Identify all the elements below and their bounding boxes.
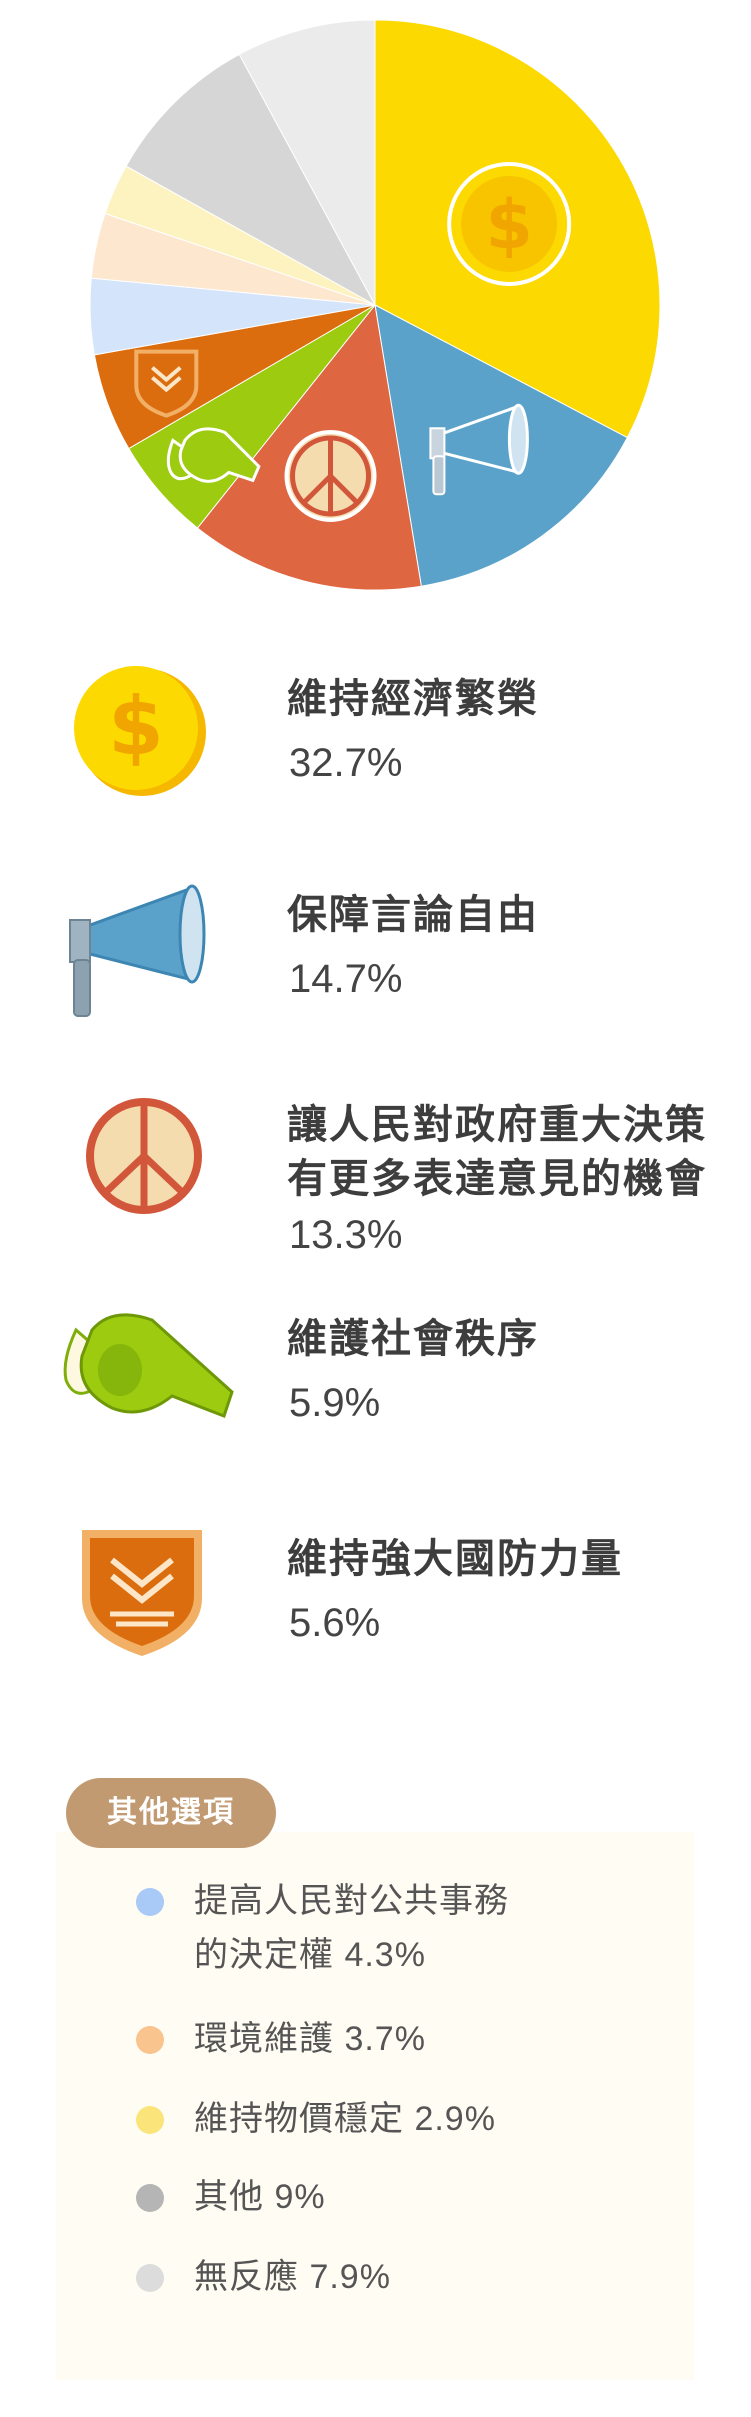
other-option-label: 其他 9% xyxy=(194,2178,326,2216)
whistle-icon xyxy=(166,427,261,483)
dollar-coin-icon: $ xyxy=(70,660,210,805)
other-option-label: 提高人民對公共事務 的決定權 4.3% xyxy=(194,1882,509,1974)
svg-text:$: $ xyxy=(485,186,532,265)
pie-slice-8 xyxy=(125,53,377,307)
legend-label: 保障言論自由 xyxy=(287,893,539,937)
peace-sign-icon xyxy=(84,1096,204,1221)
whistle-icon xyxy=(52,1300,242,1445)
military-badge-icon xyxy=(76,1520,208,1665)
legend-dot xyxy=(136,2026,164,2054)
megaphone-icon xyxy=(62,880,222,1035)
other-option-item: 提高人民對公共事務 的決定權 4.3% xyxy=(56,1874,694,1986)
other-option-label: 無反應 7.9% xyxy=(194,2258,391,2296)
other-option-item: 環境維護 3.7% xyxy=(56,2012,694,2068)
other-option-label: 維持物價穩定 2.9% xyxy=(194,2100,496,2138)
other-option-label: 環境維護 3.7% xyxy=(194,2020,426,2058)
legend-dot xyxy=(136,2264,164,2292)
dollar-coin-icon: $ xyxy=(447,161,572,286)
legend-label: 維持經濟繁榮 xyxy=(287,677,539,721)
peace-sign-icon xyxy=(284,430,377,523)
legend-dot xyxy=(136,2106,164,2134)
other-options-badge: 其他選項 xyxy=(66,1778,276,1848)
legend-percent: 13.3% xyxy=(289,1213,403,1257)
legend-item-defense: 維持強大國防力量 5.6% xyxy=(0,1520,751,1660)
other-option-item: 無反應 7.9% xyxy=(56,2250,694,2306)
legend-label: 維持強大國防力量 xyxy=(287,1537,623,1581)
legend-percent: 5.6% xyxy=(289,1601,381,1645)
military-badge-icon xyxy=(134,349,199,418)
legend-dot xyxy=(136,1888,164,1916)
legend-label: 維護社會秩序 xyxy=(287,1317,539,1361)
svg-text:$: $ xyxy=(108,680,164,773)
legend-dot xyxy=(136,2184,164,2212)
pie-chart: $ xyxy=(0,0,751,610)
legend-item-public-voice: 讓人民對政府重大決策 有更多表達意見的機會 13.3% xyxy=(0,1090,751,1270)
pie-slice-9 xyxy=(238,19,376,306)
other-option-item: 維持物價穩定 2.9% xyxy=(56,2092,694,2148)
legend-percent: 14.7% xyxy=(289,957,403,1001)
megaphone-icon xyxy=(429,403,529,496)
legend-percent: 32.7% xyxy=(289,741,403,785)
legend-item-social-order: 維護社會秩序 5.9% xyxy=(0,1300,751,1440)
legend-label: 讓人民對政府重大決策 有更多表達意見的機會 xyxy=(287,1103,707,1201)
other-options-panel: 提高人民對公共事務 的決定權 4.3% 環境維護 3.7% 維持物價穩定 2.9… xyxy=(56,1832,694,2380)
legend-item-free-speech: 保障言論自由 14.7% xyxy=(0,880,751,1030)
other-option-item: 其他 9% xyxy=(56,2170,694,2226)
pie-chart-svg: $ xyxy=(89,19,661,591)
legend-percent: 5.9% xyxy=(289,1381,381,1425)
legend-item-economy: $ 維持經濟繁榮 32.7% xyxy=(0,660,751,800)
